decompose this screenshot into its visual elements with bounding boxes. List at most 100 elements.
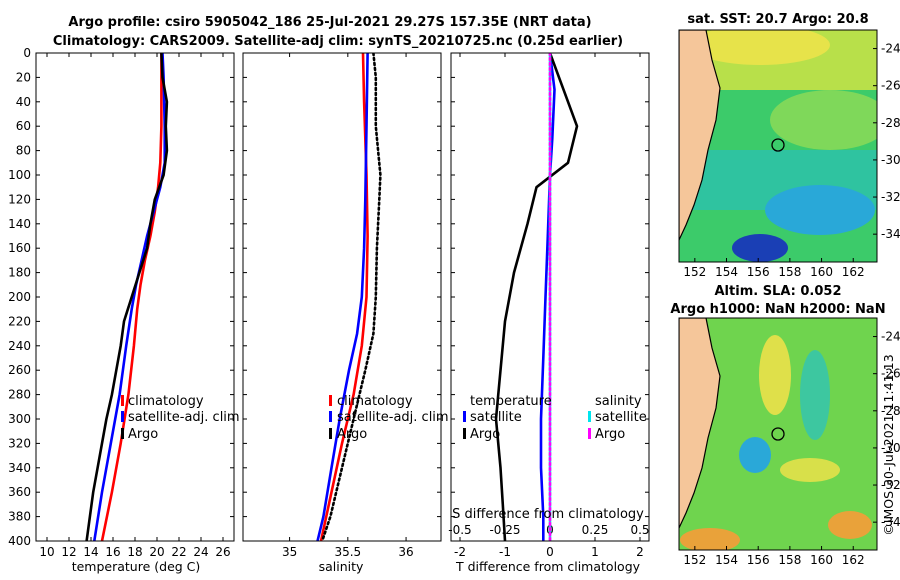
legend-label-t-satellite: satellite (470, 410, 522, 425)
sla-land (679, 318, 721, 529)
x-tick-label: 20 (149, 545, 164, 559)
lat-tick-label: -32 (881, 190, 900, 204)
sla-float-marker (771, 427, 785, 441)
legend-label-argo: Argo (128, 427, 158, 442)
figure-title-line2: Climatology: CARS2009. Satellite-adj cli… (53, 34, 623, 49)
sst-cool-patch (765, 185, 875, 235)
x-tick-label: -1 (499, 545, 511, 559)
depth-tick-label: 280 (8, 388, 31, 402)
x-tick-label: 14 (83, 545, 98, 559)
sla-low-patch (800, 350, 830, 440)
legend-label-satellite: satellite-adj. clim (128, 410, 240, 425)
sla-high-patch-3 (680, 528, 740, 550)
sst-map-frame (678, 29, 878, 263)
x-tick-label: 36 (398, 545, 413, 559)
sla-map-ticks: 152 154 156 158 160 162 -24 -26 -28 -30 -32 -34 (683, 330, 900, 567)
lon-tick-label: 152 (683, 265, 706, 279)
series-line-argo (85, 53, 169, 541)
s-tick-label: -0.5 (448, 523, 471, 537)
legend-swatch-t-argo (463, 428, 466, 439)
lat-tick-label: -34 (881, 515, 900, 529)
sst-map-field (679, 30, 877, 262)
x-tick-label: 18 (127, 545, 142, 559)
lon-tick-label: 156 (747, 553, 770, 567)
sla-map-title-line2: Argo h1000: NaN h2000: NaN (670, 302, 885, 317)
sla-yellow-patch (780, 458, 840, 482)
depth-tick-label: 180 (8, 266, 31, 280)
sst-map-ticks: 152 154 156 158 160 162 -24 -26 -28 -30 -32 -34 (683, 42, 900, 279)
x-tick-label: 26 (215, 545, 230, 559)
depth-tick-label: 260 (8, 363, 31, 377)
figure-title-line1: Argo profile: csiro 5905042_186 25-Jul-2… (68, 15, 591, 30)
depth-tick-label: 120 (8, 192, 31, 206)
temperature-panel: 10 12 14 16 18 20 22 24 260204060801001201401601… (8, 46, 240, 574)
legend-swatch-s-argo (588, 428, 591, 439)
sla-map-field (679, 318, 877, 550)
temperature-legend: climatology satellite-adj. clim Argo (121, 394, 240, 442)
lat-tick-label: -26 (881, 367, 900, 381)
x-tick-label: 22 (171, 545, 186, 559)
lat-tick-label: -30 (881, 441, 900, 455)
legend-swatch-climatology (121, 395, 124, 406)
lon-tick-label: 162 (842, 265, 865, 279)
lat-tick-label: -24 (881, 330, 900, 344)
lon-tick-label: 158 (778, 553, 801, 567)
temperature-series (85, 53, 169, 541)
x-tick-label: 10 (39, 545, 54, 559)
salinity-frame (242, 52, 442, 542)
lat-tick-label: -30 (881, 153, 900, 167)
s-difference-label: S difference from climatology (452, 507, 644, 522)
legend-temperature-title: temperature (470, 394, 552, 409)
sst-green-patch (770, 90, 877, 150)
depth-tick-label: 340 (8, 461, 31, 475)
depth-tick-label: 160 (8, 241, 31, 255)
legend-label-satellite: satellite-adj. clim (337, 410, 449, 425)
legend-swatch-s-satellite (588, 411, 591, 422)
sst-warm-patch (690, 30, 830, 65)
sla-map-frame (678, 317, 878, 551)
difference-series (494, 53, 579, 541)
x-tick-label: 1 (591, 545, 599, 559)
series-line-satellite-adj-clim (316, 53, 369, 541)
depth-tick-label: 360 (8, 485, 31, 499)
legend-label-s-argo: Argo (595, 427, 625, 442)
sst-cold-patch (732, 234, 788, 262)
lon-tick-label: 156 (747, 265, 770, 279)
salinity-series (316, 53, 382, 541)
legend-label-argo: Argo (337, 427, 367, 442)
x-tick-label: 35 (282, 545, 297, 559)
s-tick-label: 0.5 (630, 523, 649, 537)
difference-xlabel: T difference from climatology (455, 559, 641, 574)
lat-tick-label: -28 (881, 404, 900, 418)
x-tick-label: 2 (636, 545, 644, 559)
legend-swatch-argo (121, 428, 124, 439)
legend-swatch-satellite (121, 411, 124, 422)
lat-tick-label: -28 (881, 116, 900, 130)
series-line-argo (320, 53, 382, 541)
series-line-temperature-argo (494, 53, 579, 541)
temperature-xlabel: temperature (deg C) (72, 559, 201, 574)
depth-tick-label: 40 (16, 95, 31, 109)
lon-tick-label: 152 (683, 553, 706, 567)
depth-tick-label: 320 (8, 436, 31, 450)
legend-swatch-climatology (329, 395, 332, 406)
legend-label-climatology: climatology (337, 394, 413, 409)
lon-tick-label: 160 (810, 553, 833, 567)
legend-swatch-argo (329, 428, 332, 439)
sst-map: sat. SST: 20.7 Argo: 20.8 152 154 156 158 16… (678, 12, 900, 279)
sst-land (679, 30, 721, 241)
sla-low-patch-2 (739, 437, 771, 473)
x-tick-label: 24 (193, 545, 208, 559)
sst-map-title: sat. SST: 20.7 Argo: 20.8 (687, 12, 868, 27)
depth-tick-label: 200 (8, 290, 31, 304)
difference-frame (450, 52, 650, 542)
sst-float-marker (771, 138, 785, 152)
legend-label-climatology: climatology (128, 394, 204, 409)
legend-label-s-satellite: satellite (595, 410, 647, 425)
sla-map-title-line1: Altim. SLA: 0.052 (715, 284, 842, 299)
lat-tick-label: -34 (881, 227, 900, 241)
series-line-climatology (100, 53, 163, 541)
lat-tick-label: -26 (881, 79, 900, 93)
lon-tick-label: 160 (810, 265, 833, 279)
